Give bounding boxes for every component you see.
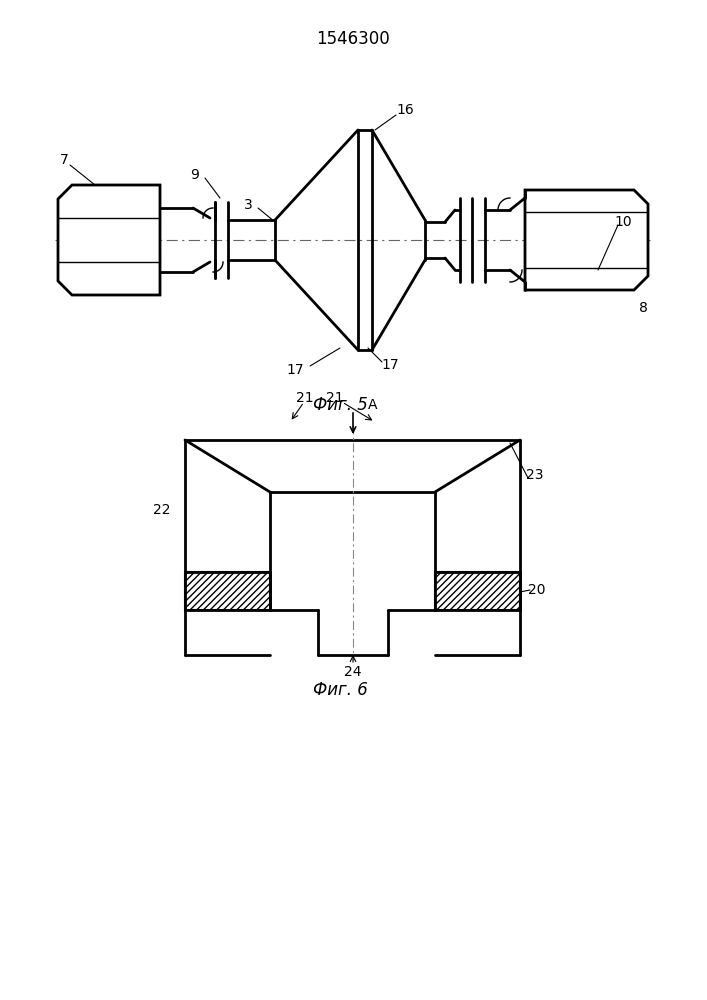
Text: 9: 9 xyxy=(191,168,199,182)
Text: Фиг. 5: Фиг. 5 xyxy=(312,396,368,414)
Text: 20: 20 xyxy=(528,583,546,597)
Text: 1546300: 1546300 xyxy=(316,30,390,48)
Text: 21: 21 xyxy=(296,391,314,405)
Text: 22: 22 xyxy=(153,503,171,517)
Text: 10: 10 xyxy=(614,215,632,229)
Text: 17: 17 xyxy=(286,363,304,377)
Text: 24: 24 xyxy=(344,665,362,679)
Text: 7: 7 xyxy=(60,153,69,167)
Text: 16: 16 xyxy=(396,103,414,117)
Text: Фиг. 6: Фиг. 6 xyxy=(312,681,368,699)
Text: 21: 21 xyxy=(326,391,344,405)
Text: A: A xyxy=(368,398,378,412)
Text: 23: 23 xyxy=(526,468,544,482)
Text: 17: 17 xyxy=(381,358,399,372)
Text: 3: 3 xyxy=(244,198,252,212)
Bar xyxy=(435,572,520,610)
Polygon shape xyxy=(525,190,648,290)
Bar xyxy=(185,572,270,610)
Text: 8: 8 xyxy=(639,301,648,315)
Polygon shape xyxy=(58,185,160,295)
